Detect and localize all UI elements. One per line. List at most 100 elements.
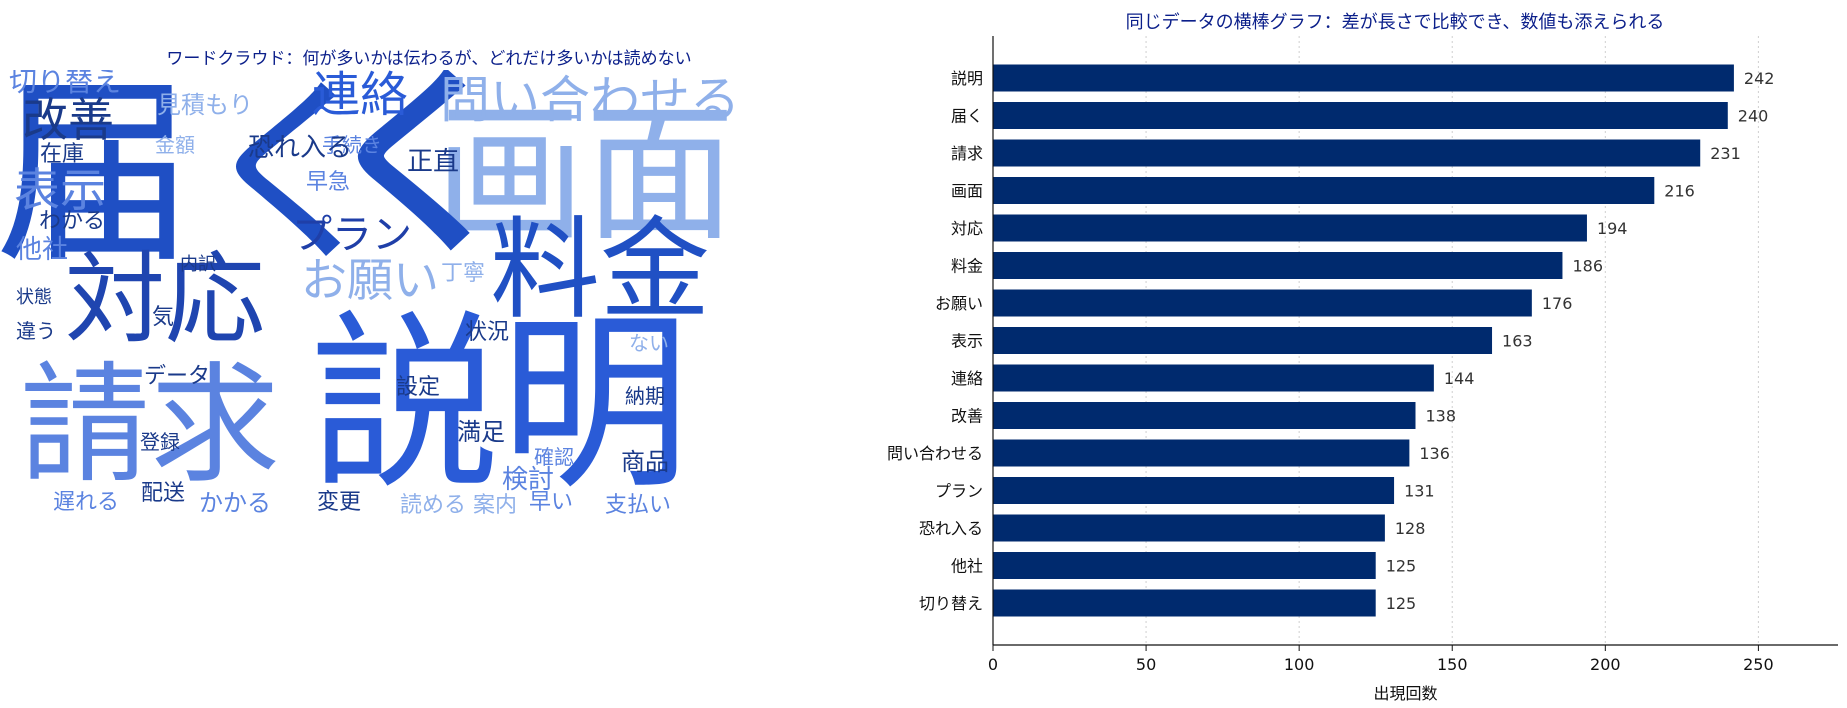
y-tick-label-1: 届く (951, 107, 983, 126)
cloud-word-25: 状態 (16, 287, 52, 308)
y-tick-label-11: プラン (935, 482, 983, 501)
cloud-word-0: 届く (0, 70, 396, 291)
cloud-word-2: く (319, 70, 521, 281)
bar-14 (993, 589, 1376, 617)
y-tick-label-7: 表示 (951, 332, 983, 351)
x-axis-label: 出現回数 (1373, 684, 1437, 703)
cloud-word-24: 丁寧 (440, 261, 486, 286)
wordcloud-title: ワードクラウド：何が多いかは伝わるが、どれだけ多いかは読めない (166, 49, 692, 69)
x-tick-label-3: 150 (1437, 655, 1468, 674)
cloud-word-38: 遅れる (52, 490, 120, 515)
cloud-word-11: プラン (292, 212, 412, 258)
data-label-6: 176 (1542, 294, 1573, 313)
bar-3 (993, 177, 1655, 204)
data-label-2: 231 (1710, 144, 1741, 163)
data-label-8: 144 (1444, 369, 1475, 388)
cloud-word-26: 気 (151, 305, 175, 330)
y-tick-label-5: 料金 (951, 257, 983, 276)
cloud-word-28: 状況 (464, 320, 510, 345)
bar-1 (993, 102, 1728, 129)
x-tick-label-0: 0 (988, 655, 998, 674)
y-tick-label-8: 連絡 (951, 369, 983, 388)
y-tick-label-6: お願い (935, 294, 983, 313)
cloud-word-36: 商品 (621, 448, 669, 476)
cloud-word-44: 早い (528, 490, 574, 515)
y-tick-label-3: 画面 (951, 182, 983, 201)
bar-chart-title: 同じデータの横棒グラフ：差が長さで比較でき、数値も添えられる (1125, 12, 1665, 33)
cloud-word-42: 読める (399, 493, 467, 518)
x-tick-label-2: 100 (1284, 655, 1315, 674)
data-label-1: 240 (1738, 107, 1769, 126)
y-tick-label-4: 対応 (951, 219, 983, 238)
bar-11 (993, 477, 1395, 504)
cloud-word-15: 手続き (322, 133, 382, 157)
cloud-word-1: 画面 (434, 88, 736, 262)
data-label-9: 138 (1426, 407, 1457, 426)
cloud-word-14: 見積もり (157, 91, 253, 119)
cloud-word-37: 検討 (501, 465, 555, 495)
cloud-word-6: 請求 (19, 349, 281, 501)
cloud-word-13: 切り替え (8, 70, 122, 98)
cloud-word-16: 恐れ入る (247, 133, 353, 163)
bar-5 (993, 252, 1563, 279)
y-tick-label-12: 恐れ入る (919, 519, 983, 538)
cloud-word-31: 設定 (395, 375, 441, 400)
data-label-12: 128 (1395, 519, 1426, 538)
cloud-word-30: データ (143, 364, 211, 389)
bar-7 (993, 327, 1493, 354)
data-label-0: 242 (1744, 69, 1775, 88)
y-tick-label-2: 請求 (951, 144, 983, 163)
cloud-word-19: 正直 (406, 147, 460, 177)
cloud-word-12: お願い (301, 253, 439, 307)
data-label-11: 131 (1404, 482, 1435, 501)
cloud-word-39: 配送 (140, 481, 186, 506)
cloud-word-22: 他社 (15, 235, 69, 265)
bar-13 (993, 552, 1376, 579)
bar-10 (993, 439, 1410, 467)
y-tick-label-0: 説明 (951, 69, 983, 88)
cloud-word-33: 登録 (140, 430, 180, 454)
data-label-4: 194 (1597, 219, 1628, 238)
y-tick-label-10: 問い合わせる (887, 444, 983, 463)
cloud-word-4: 料金 (490, 206, 710, 334)
x-tick-label-1: 50 (1136, 655, 1156, 674)
bar-2 (993, 139, 1701, 167)
x-tick-label-5: 250 (1743, 655, 1774, 674)
bar-9 (993, 402, 1416, 429)
cloud-word-3: 説明 (309, 294, 691, 515)
bar-6 (993, 289, 1532, 317)
cloud-word-41: 変更 (316, 490, 362, 515)
cloud-word-21: わかる (38, 209, 106, 234)
data-label-7: 163 (1502, 332, 1533, 351)
bar-12 (993, 514, 1385, 542)
cloud-word-5: 対応 (65, 241, 265, 358)
y-tick-label-14: 切り替え (919, 594, 983, 613)
cloud-word-34: 満足 (457, 418, 505, 446)
x-tick-label-4: 200 (1590, 655, 1621, 674)
data-label-3: 216 (1664, 182, 1695, 201)
wordcloud: 届く 画面く説明 料金 対応 請求 問い合わせる 連絡 改善表示プラン お願い 切り替え見積もり手… (0, 70, 858, 630)
cloud-word-35: 確認 (534, 445, 574, 469)
bar-0 (993, 64, 1734, 92)
cloud-word-17: 金額 (155, 133, 195, 157)
data-label-14: 125 (1386, 594, 1417, 613)
cloud-word-9: 改善 (22, 93, 114, 147)
cloud-word-20: 早急 (305, 170, 351, 195)
cloud-word-18: 在庫 (39, 142, 85, 167)
cloud-word-29: ない (629, 331, 669, 355)
data-label-10: 136 (1419, 444, 1450, 463)
cloud-word-10: 表示 (14, 163, 106, 217)
y-tick-label-9: 改善 (951, 407, 983, 426)
bar-4 (993, 214, 1587, 242)
y-tick-label-13: 他社 (951, 557, 983, 576)
cloud-word-27: 違う (16, 319, 56, 343)
cloud-word-23: 内訳 (180, 254, 216, 275)
cloud-word-32: 納期 (625, 384, 665, 408)
cloud-word-8: 連絡 (311, 70, 409, 123)
data-label-5: 186 (1572, 257, 1603, 276)
data-label-13: 125 (1386, 557, 1417, 576)
cloud-word-40: かかる (199, 489, 271, 517)
cloud-word-7: 問い合わせる (440, 71, 740, 129)
